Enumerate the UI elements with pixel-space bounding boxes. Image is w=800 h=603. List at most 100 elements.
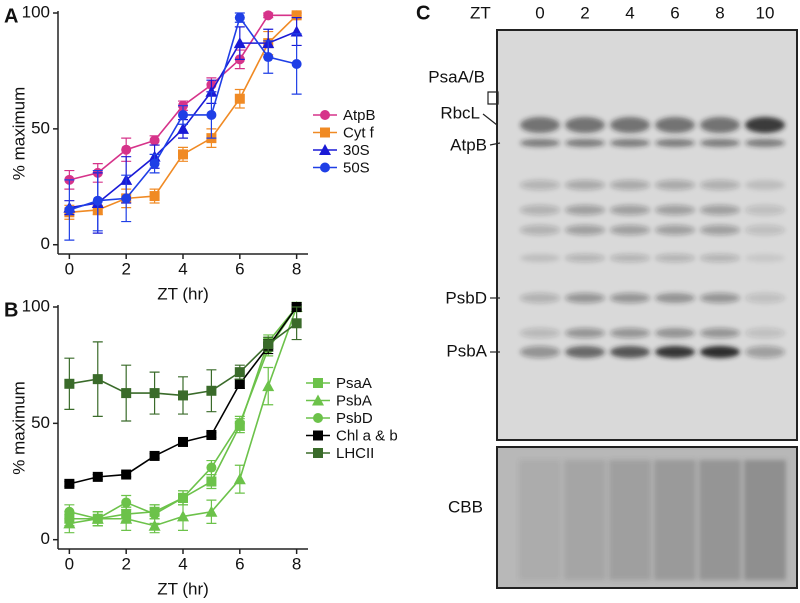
- marker: [92, 195, 103, 206]
- gel-band: [610, 205, 650, 215]
- marker: [234, 93, 245, 104]
- gel-band: [655, 180, 695, 190]
- marker: [233, 37, 246, 49]
- y-tick-label: 100: [22, 296, 50, 315]
- gel-band: [745, 180, 785, 190]
- marker: [64, 478, 75, 489]
- x-axis-label: ZT (hr): [157, 579, 209, 598]
- gel-band: [655, 205, 695, 215]
- gel-band: [610, 254, 650, 262]
- marker: [148, 519, 161, 531]
- panel-label: B: [4, 299, 18, 321]
- marker: [64, 378, 75, 389]
- gel-band: [565, 225, 605, 235]
- marker: [263, 339, 274, 350]
- gel-band: [700, 139, 740, 147]
- marker: [92, 374, 103, 385]
- gel-band: [745, 254, 785, 262]
- gel-band: [520, 205, 560, 215]
- marker: [206, 476, 217, 487]
- y-tick-label: 0: [41, 529, 50, 548]
- y-tick-label: 100: [22, 2, 50, 21]
- band-label: PsbA: [446, 341, 487, 360]
- gel-band: [700, 180, 740, 190]
- gel-band: [520, 225, 560, 235]
- marker: [177, 510, 189, 522]
- marker: [262, 380, 275, 392]
- marker: [121, 469, 132, 480]
- series: [64, 10, 302, 190]
- legend-label: 30S: [343, 142, 370, 159]
- marker: [206, 109, 217, 120]
- legend-label: AtpB: [343, 107, 376, 124]
- marker: [149, 135, 160, 146]
- gel-band: [745, 139, 785, 147]
- gel-band: [520, 180, 560, 190]
- cbb-lane: [609, 460, 651, 580]
- lane-label: 4: [625, 3, 634, 22]
- marker: [92, 513, 103, 524]
- x-tick-label: 8: [292, 259, 301, 278]
- x-tick-label: 0: [65, 554, 74, 573]
- marker: [178, 149, 188, 160]
- legend-label: PsbA: [336, 392, 372, 409]
- y-tick-label: 50: [31, 118, 50, 137]
- lane-label: 2: [580, 3, 589, 22]
- marker: [121, 144, 132, 155]
- x-tick-label: 2: [121, 554, 130, 573]
- gel-band: [565, 254, 605, 262]
- gel-image: [482, 29, 798, 589]
- stain-label: CBB: [448, 497, 483, 516]
- legend-label: Chl a & b: [336, 427, 398, 444]
- marker: [178, 436, 188, 447]
- marker: [313, 430, 323, 441]
- gel-band: [565, 293, 605, 303]
- lane-label: 8: [715, 3, 724, 22]
- band-label: AtpB: [450, 135, 487, 154]
- marker: [291, 318, 302, 329]
- band-label: RbcL: [440, 103, 480, 122]
- band-label: PsbD: [445, 288, 487, 307]
- x-tick-label: 0: [65, 259, 74, 278]
- marker: [149, 191, 160, 202]
- marker: [206, 385, 217, 396]
- series: [64, 12, 302, 241]
- gel-band: [655, 117, 695, 133]
- gel-band: [520, 293, 560, 303]
- gel-band: [655, 225, 695, 235]
- lane-label: 10: [756, 3, 775, 22]
- legend-label: Cyt f: [343, 124, 375, 141]
- marker: [177, 122, 189, 134]
- gel-band: [610, 346, 650, 358]
- gel-band: [610, 139, 650, 147]
- x-tick-label: 4: [178, 554, 187, 573]
- gel-band: [745, 328, 785, 338]
- x-tick-label: 6: [235, 259, 244, 278]
- gel-band: [700, 328, 740, 338]
- cbb-lane: [564, 460, 606, 580]
- gel-band: [745, 205, 785, 215]
- gel-band: [520, 254, 560, 262]
- cbb-lane: [519, 460, 561, 580]
- marker: [313, 378, 323, 388]
- legend-label: PsaA: [336, 375, 372, 392]
- gel-band: [700, 117, 740, 133]
- gel-band: [655, 139, 695, 147]
- gel-band: [610, 293, 650, 303]
- lane-label: 0: [535, 3, 544, 22]
- band-label: PsaA/B: [428, 67, 485, 86]
- legend-label: 50S: [343, 159, 370, 176]
- marker: [234, 378, 245, 389]
- gel-band: [520, 117, 560, 133]
- x-tick-label: 6: [235, 554, 244, 573]
- gel-band: [655, 328, 695, 338]
- cbb-lane: [699, 460, 741, 580]
- gel-band: [700, 254, 740, 262]
- marker: [320, 127, 330, 138]
- lane-title: ZT: [470, 3, 491, 22]
- marker: [178, 109, 188, 120]
- gel-band: [565, 180, 605, 190]
- marker: [121, 193, 132, 204]
- marker: [206, 429, 217, 440]
